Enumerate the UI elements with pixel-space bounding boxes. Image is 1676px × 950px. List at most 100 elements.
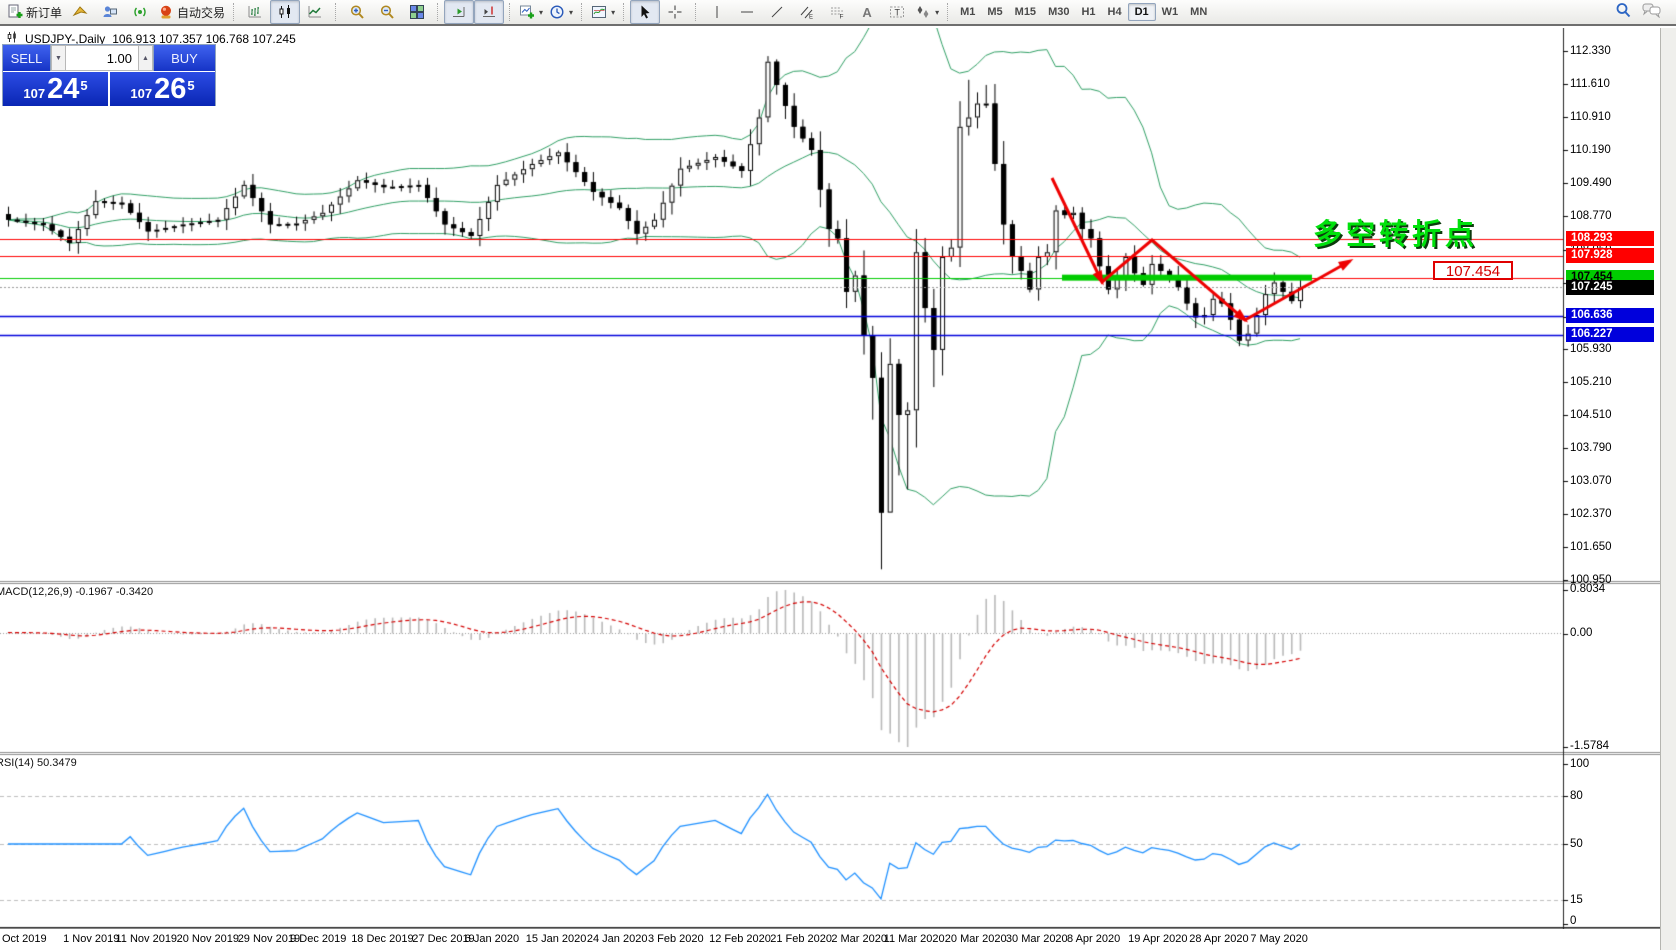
toolbar-separator [335,3,337,21]
new-order-button[interactable]: 新订单 [4,0,65,24]
timeframe-h1-button[interactable]: H1 [1075,4,1101,20]
price-tick-label: 110.190 [1570,144,1611,157]
price-level-badge: 106.636 [1566,308,1654,324]
arrows-icon [915,4,931,20]
trendline-button[interactable] [762,0,792,24]
zoom-out-button[interactable] [372,0,402,24]
date-axis-label: 20 Nov 2019 [176,933,239,945]
signal-icon [132,4,148,20]
timeframe-w1-button[interactable]: W1 [1156,4,1185,20]
toolbar-separator [947,3,949,21]
vertical-line-icon [709,4,725,20]
buy-price-sup: 5 [187,78,195,93]
timeframe-mn-button[interactable]: MN [1184,4,1213,20]
level-price-label: 107.454 [1433,261,1513,280]
zoom-in-button[interactable] [342,0,372,24]
buy-button[interactable]: BUY [153,45,215,71]
date-axis-label: 11 Nov 2019 [115,933,178,945]
timeframe-m5-button[interactable]: M5 [981,4,1008,20]
tile-windows-button[interactable] [402,0,432,24]
auto-scroll-button[interactable] [444,0,475,24]
timeframe-m15-button[interactable]: M15 [1009,4,1042,20]
date-axis-label: 28 Apr 2020 [1189,933,1249,945]
vertical-line-button[interactable] [702,0,732,24]
date-axis-label: 2 Mar 2020 [831,933,887,945]
date-axis-label: 12 Feb 2020 [709,933,771,945]
accounts-button[interactable] [95,0,125,24]
rsi-label: RSI(14) 50.3479 [0,757,77,769]
annotation-text: 多空转折点 [1313,219,1479,251]
price-tick-label: 103.790 [1570,441,1612,454]
person-chart-icon [102,4,118,20]
search-icon[interactable] [1614,1,1632,24]
volume-input[interactable]: 1.00 [66,45,138,71]
templates-button[interactable]: ▾ [588,0,618,24]
timeframe-m1-button[interactable]: M1 [954,4,981,20]
timeframe-d1-button[interactable]: D1 [1127,3,1156,21]
date-axis-label: 3 Feb 2020 [648,933,704,945]
chart-title-ohlc: 106.913 107.357 106.768 107.245 [112,31,296,46]
signals-button[interactable] [125,0,155,24]
price-tick-label: 112.330 [1570,45,1611,57]
candlestick-chart-button[interactable] [270,0,301,24]
candlestick-icon [277,4,293,20]
trendline-icon [769,4,785,20]
horizontal-line-button[interactable] [732,0,762,24]
price-tick-label: 103.070 [1570,475,1612,488]
macd-tick-label: -1.5784 [1570,740,1610,752]
dropdown-caret-icon: ▾ [935,7,940,17]
indicators-icon [519,4,535,20]
sell-price-sup: 5 [80,78,88,93]
arrows-button[interactable]: ▾ [912,0,942,24]
date-axis-label: 20 Mar 2020 [944,933,1007,945]
fibonacci-icon: F [829,4,845,20]
line-chart-button[interactable] [300,0,330,24]
fibonacci-button[interactable]: F [822,0,852,24]
indicators-button[interactable]: ▾ [516,0,546,24]
chart-shift-button[interactable] [474,0,505,24]
price-tick-label: 111.610 [1570,78,1610,91]
autotrading-button[interactable]: 自动交易 [155,0,228,24]
timeframe-h4-button[interactable]: H4 [1102,4,1128,20]
periods-button[interactable]: ▾ [546,0,576,24]
chat-icon[interactable] [1642,2,1662,23]
date-axis-label: 27 Dec 2019 [412,933,475,945]
bar-chart-button[interactable] [240,0,270,24]
price-tick-label: 110.910 [1570,111,1611,123]
sell-price-button[interactable]: 107 24 5 [3,72,108,106]
macd-tick-label: 0.00 [1570,626,1593,639]
chart-title-symbol: USDJPY-,Daily [25,31,106,46]
autotrading-icon [158,4,174,20]
price-level-badge: 107.245 [1566,279,1654,295]
cursor-button[interactable] [630,0,661,24]
volume-decrease-button[interactable]: ▼ [51,45,66,71]
crosshair-button[interactable] [660,0,690,24]
date-axis-label: 29 Nov 2019 [237,933,301,945]
date-axis-label: 15 Jan 2020 [525,933,587,945]
date-axis-label: 19 Apr 2020 [1128,933,1188,945]
date-axis-label: 7 May 2020 [1250,933,1308,945]
price-tick-label: 105.210 [1570,375,1612,388]
timeframe-m30-button[interactable]: M30 [1042,4,1075,20]
new-order-icon [7,4,23,20]
toolbar-separator [233,3,235,21]
sell-button[interactable]: SELL [3,45,51,71]
date-axis-label: 24 Jan 2020 [586,933,648,945]
volume-increase-button[interactable]: ▲ [138,45,153,71]
equidistant-channel-button[interactable]: E [792,0,822,24]
template-chart-icon [591,4,607,20]
text-label-button[interactable]: T [882,0,912,24]
zoom-out-icon [379,4,395,20]
horizontal-line-icon [739,4,755,20]
scrollbar[interactable] [1660,28,1676,950]
gold-badge-icon [72,4,88,20]
text-button[interactable]: A [852,0,882,24]
price-level-badge: 108.293 [1566,231,1654,247]
date-axis-label: 11 Mar 2020 [883,933,945,945]
gold-badge-button[interactable] [65,0,95,24]
buy-price-button[interactable]: 107 26 5 [110,72,215,106]
chart-canvas[interactable] [0,28,1660,929]
rsi-tick-label: 50 [1570,838,1583,850]
rsi-tick-label: 0 [1570,915,1577,927]
